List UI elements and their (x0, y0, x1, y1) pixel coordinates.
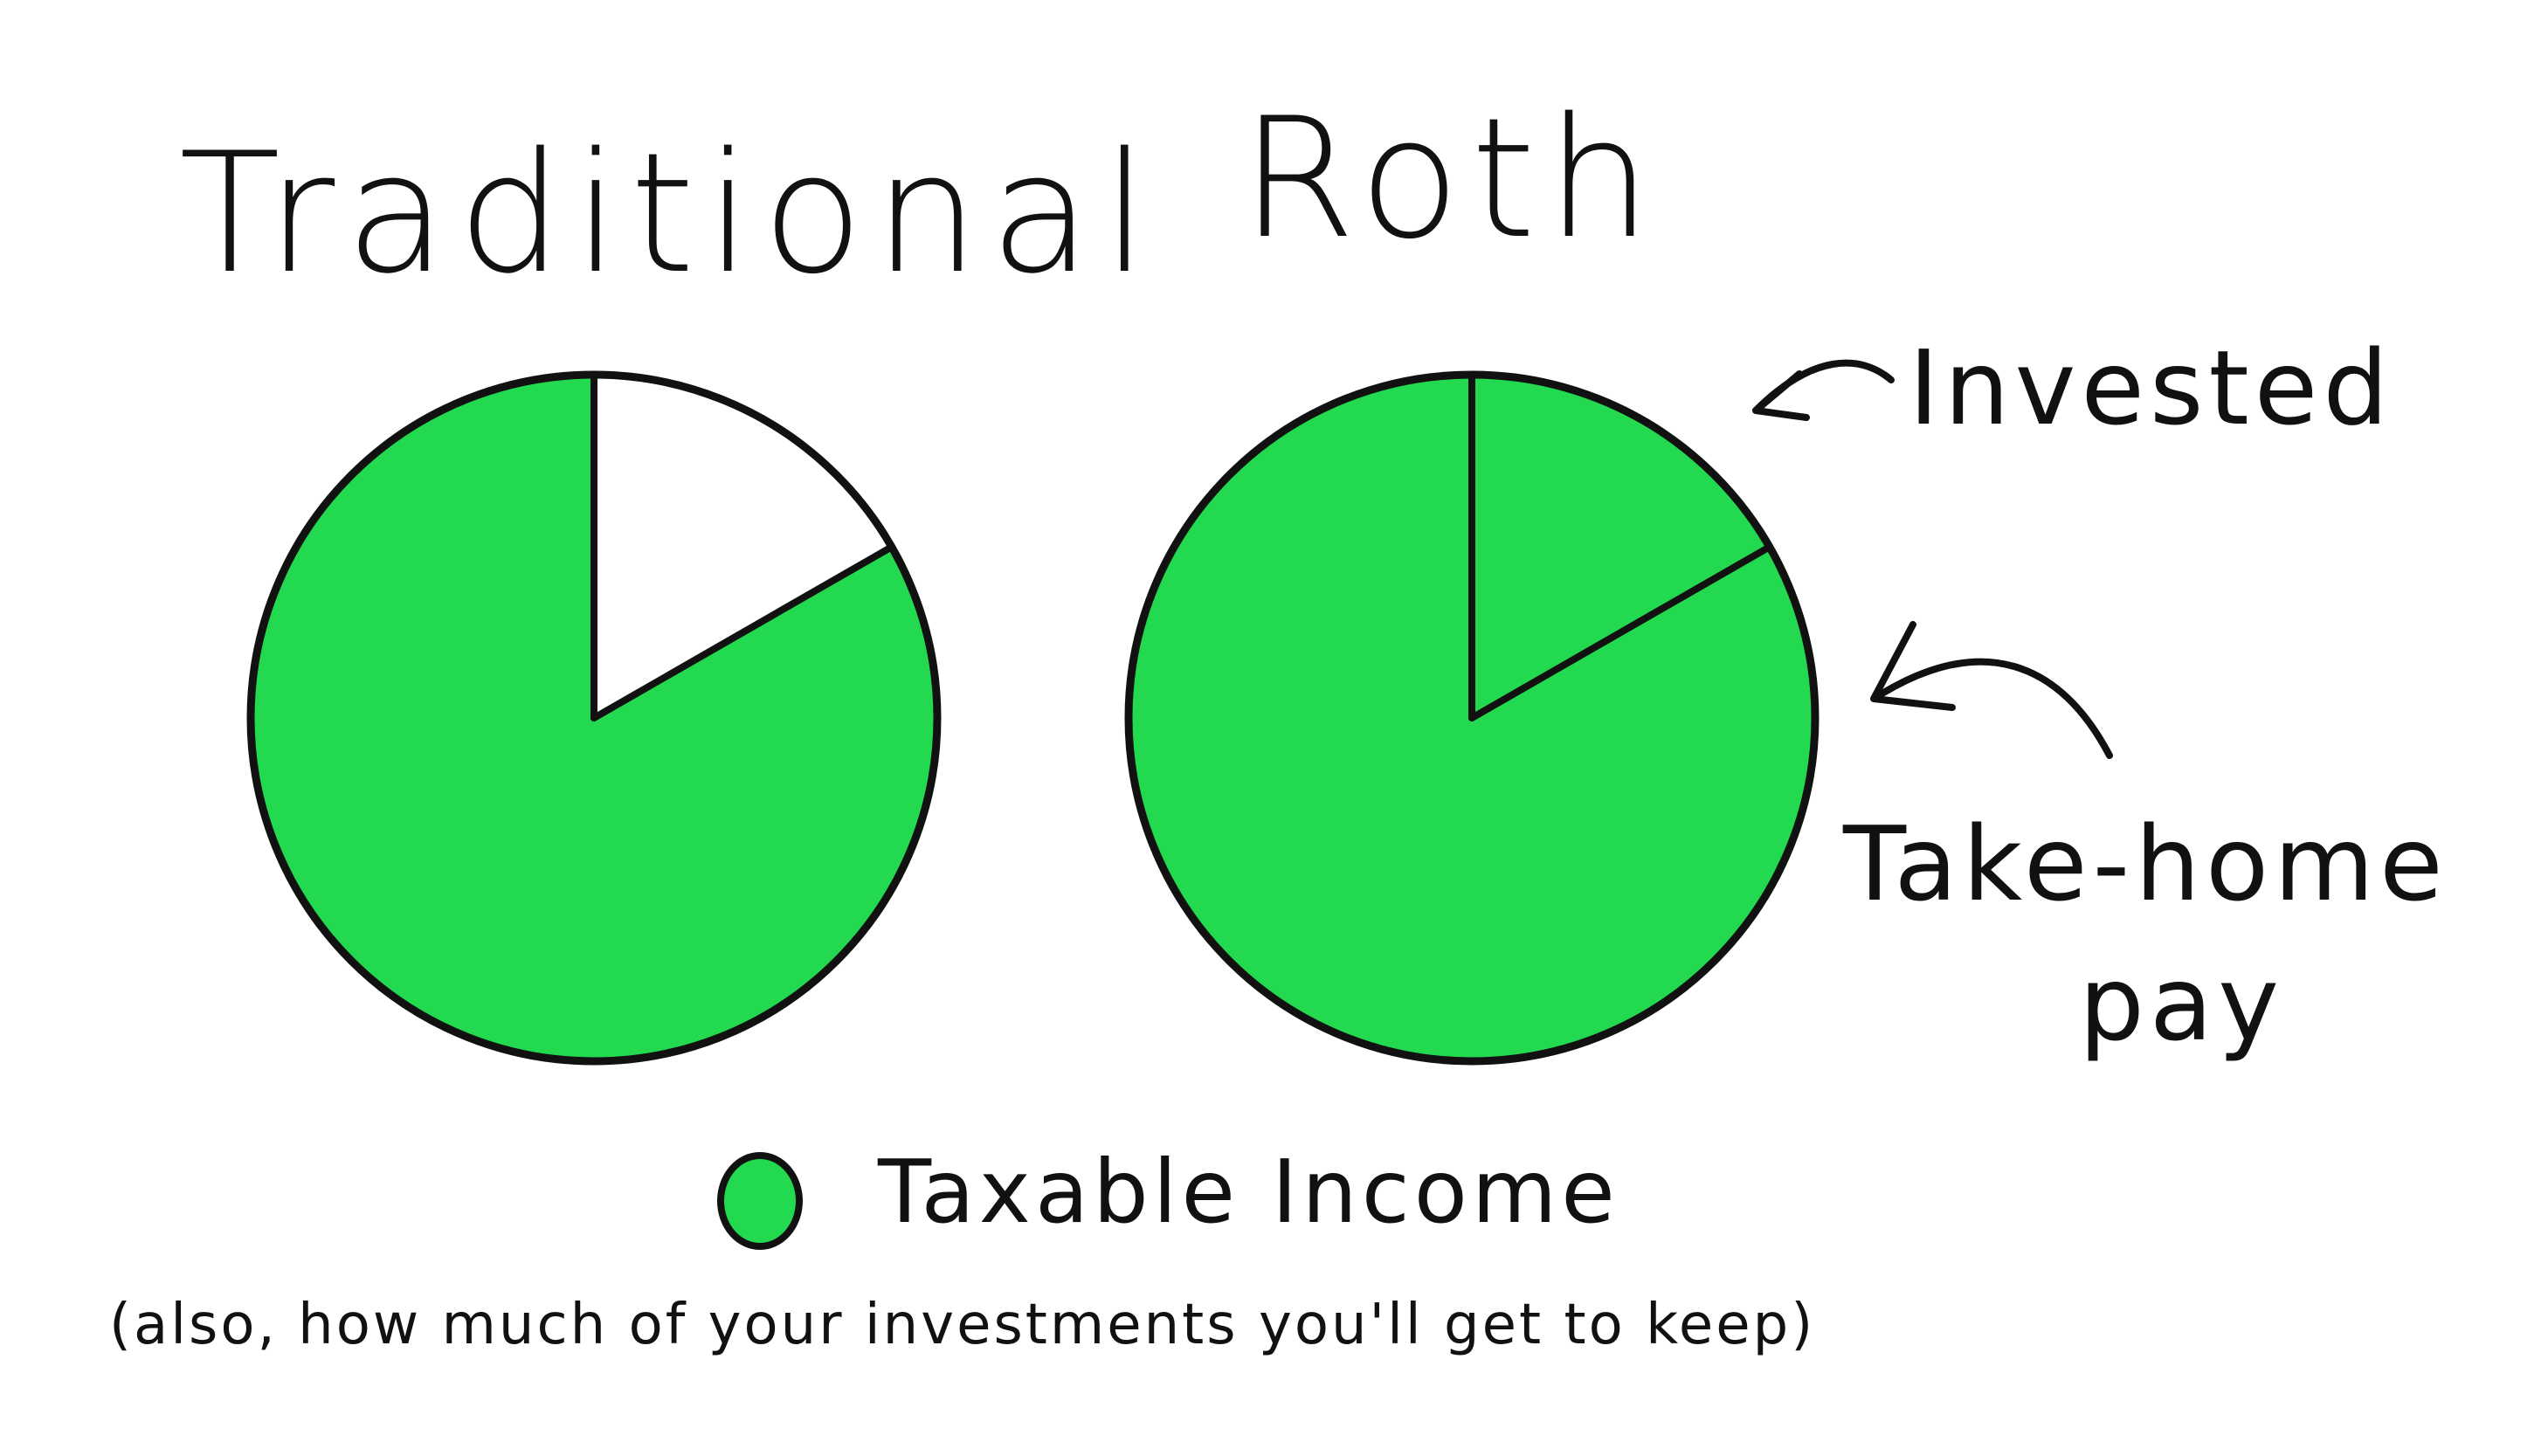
legend-marker (717, 1152, 803, 1250)
arrow-invested-icon (1752, 359, 1895, 421)
pie-roth (1124, 370, 1820, 1066)
legend-note: (also, how much of your investments you'… (109, 1293, 1816, 1357)
pie-traditional (246, 370, 942, 1066)
annotation-take-home-line2: pay (2079, 943, 2285, 1064)
pie-divider-1 (1468, 543, 1773, 721)
pie-title-roth: Roth (1240, 82, 1662, 275)
annotation-take-home-line1: Take-home (1843, 804, 2448, 924)
arrow-take-home-icon (1870, 621, 2113, 759)
annotation-invested: Invested (1909, 328, 2394, 448)
pie-title-traditional: Traditional (179, 117, 1159, 310)
legend-label: Taxable Income (878, 1141, 1619, 1243)
pie-divider-1 (590, 543, 895, 721)
